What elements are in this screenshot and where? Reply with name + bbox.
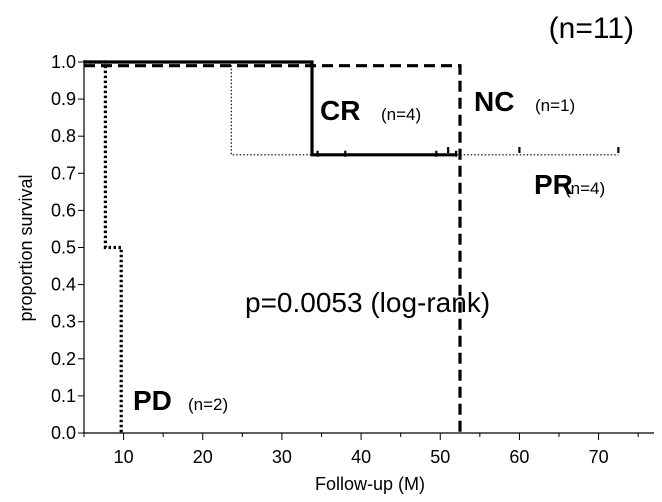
label-pd-name: PD	[133, 385, 172, 416]
y-axis-label: proportion survival	[16, 174, 36, 321]
label-nc: NC (n=1)	[474, 86, 575, 117]
x-tick-label: 20	[193, 447, 213, 467]
series-pr-line	[84, 61, 619, 156]
y-tick-label: 0.7	[51, 163, 76, 183]
series-pr	[84, 61, 620, 156]
series-pd	[84, 60, 123, 433]
y-tick-label: 1.0	[51, 52, 76, 72]
label-cr-n: (n=4)	[381, 105, 421, 124]
y-tick-label: 0.3	[51, 312, 76, 332]
x-tick-label: 50	[430, 447, 450, 467]
label-pr-n: (n=4)	[565, 179, 605, 198]
y-tick-label: 0.2	[51, 349, 76, 369]
y-tick-label: 0.1	[51, 386, 76, 406]
series-nc	[84, 64, 462, 433]
x-tick-label: 10	[114, 447, 134, 467]
axes	[83, 60, 654, 434]
x-tick-label: 30	[272, 447, 292, 467]
y-tick-label: 0.0	[51, 423, 76, 443]
label-pd: PD (n=2)	[133, 385, 228, 416]
series-layer	[84, 60, 620, 433]
y-axis-ticks: 0.0 0.1 0.2 0.3 0.4 0.5 0.6 0.7 0.8 0.9 1.0	[51, 52, 84, 443]
series-nc-line	[84, 64, 462, 433]
y-tick-label: 0.5	[51, 238, 76, 258]
x-tick-label: 60	[509, 447, 529, 467]
series-pd-line	[84, 60, 123, 433]
label-cr-name: CR	[320, 95, 360, 126]
label-cr: CR (n=4)	[320, 95, 421, 126]
label-pr-name: PR	[534, 169, 573, 200]
x-tick-label: 40	[351, 447, 371, 467]
label-nc-n: (n=1)	[535, 96, 575, 115]
label-pr: PR (n=4)	[534, 169, 605, 200]
label-nc-name: NC	[474, 86, 514, 117]
y-tick-label: 0.6	[51, 200, 76, 220]
chart-title: (n=11)	[549, 12, 634, 45]
y-tick-label: 0.9	[51, 89, 76, 109]
x-axis-ticks: 10 20 30 40 50 60 70	[83, 433, 639, 467]
x-tick-label: 70	[589, 447, 609, 467]
p-value-annotation: p=0.0053 (log-rank)	[245, 287, 490, 318]
label-pd-n: (n=2)	[188, 395, 228, 414]
y-tick-label: 0.8	[51, 126, 76, 146]
y-tick-label: 0.4	[51, 275, 76, 295]
x-axis-label: Follow-up (M)	[315, 474, 425, 494]
